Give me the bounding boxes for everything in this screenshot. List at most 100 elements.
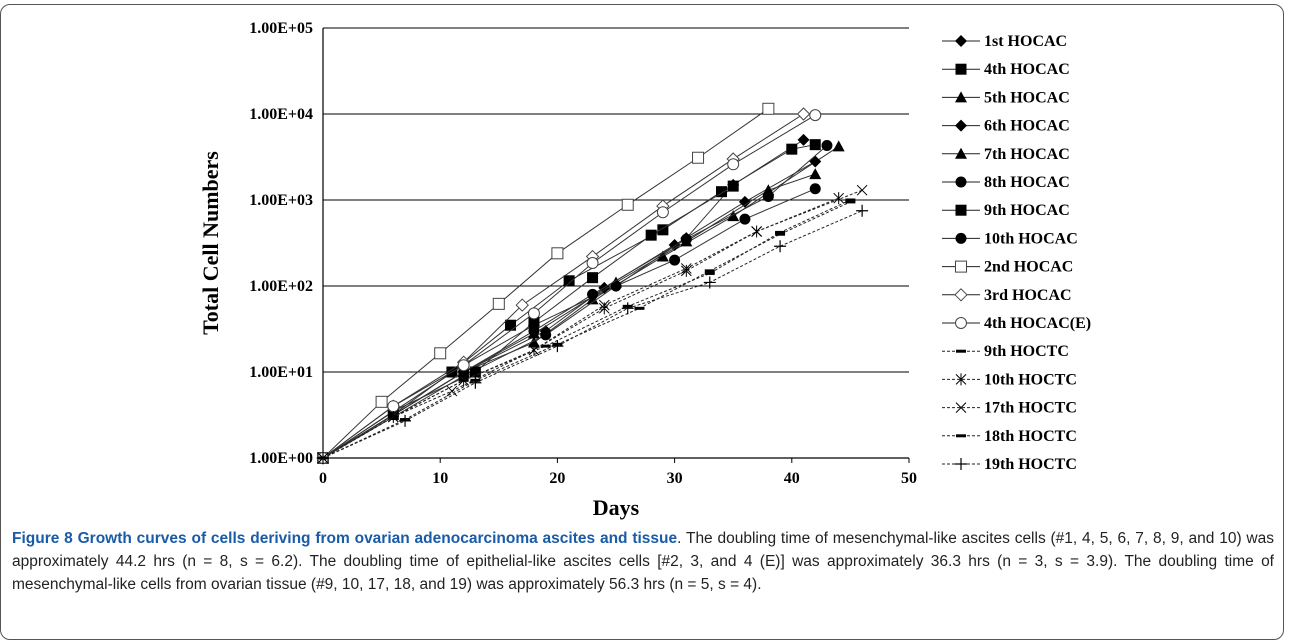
data-point <box>656 206 669 219</box>
x-tick-label: 0 <box>319 470 327 487</box>
data-point <box>751 226 762 237</box>
data-point <box>587 288 599 300</box>
data-point <box>528 325 540 337</box>
y-axis-title: Total Cell Numbers <box>198 151 223 335</box>
data-point <box>505 319 517 331</box>
legend-marker <box>954 288 968 302</box>
data-point <box>457 359 470 372</box>
series-14 <box>317 184 868 464</box>
series-7 <box>317 180 739 464</box>
legend-entry: 17th HOCTC <box>942 400 1077 417</box>
legend-marker <box>955 458 967 470</box>
data-point <box>528 316 540 328</box>
x-tick-label: 10 <box>432 470 448 487</box>
data-point <box>703 276 716 289</box>
data-point <box>375 395 388 408</box>
data-point <box>563 275 575 287</box>
x-axis-title: Days <box>593 495 640 520</box>
y-tick-label: 1.00E+01 <box>249 364 313 381</box>
legend-label: 10th HOCAC <box>984 230 1078 247</box>
data-point <box>399 414 412 427</box>
data-point <box>809 109 822 122</box>
series-line <box>322 199 851 459</box>
series-line <box>322 114 816 459</box>
legend-entry: 6th HOCAC <box>942 118 1070 135</box>
legend-label: 8th HOCAC <box>984 174 1070 191</box>
data-point <box>621 198 634 211</box>
legend-entry: 3rd HOCAC <box>942 287 1072 304</box>
data-point <box>317 452 329 464</box>
legend-label: 5th HOCAC <box>984 89 1070 106</box>
data-point <box>809 183 821 195</box>
data-point <box>527 307 540 320</box>
legend-entry: 9th HOCTC <box>942 343 1069 360</box>
data-point <box>598 302 610 315</box>
data-point <box>551 340 564 353</box>
data-point <box>492 297 505 310</box>
data-point <box>587 272 599 284</box>
series-line <box>322 108 769 459</box>
data-point <box>797 133 810 146</box>
series-11 <box>317 109 822 464</box>
data-point <box>610 280 622 292</box>
legend-marker <box>955 232 967 244</box>
data-point <box>833 192 845 205</box>
legend-label: 18th HOCTC <box>984 428 1077 445</box>
legend-label: 4th HOCAC <box>984 61 1070 78</box>
x-tick-label: 40 <box>784 470 800 487</box>
data-point <box>832 140 845 152</box>
legend-marker <box>955 204 967 216</box>
data-point <box>387 411 399 423</box>
series-line <box>322 189 863 459</box>
data-point <box>680 263 692 274</box>
legend-marker <box>955 35 967 47</box>
legend-label: 4th HOCAC(E) <box>984 315 1091 332</box>
data-point <box>469 366 481 378</box>
data-point <box>551 247 564 260</box>
caption-title: Figure 8 Growth curves of cells deriving… <box>12 530 678 547</box>
data-point <box>656 250 669 262</box>
data-point <box>657 224 669 236</box>
gridlines <box>323 27 909 373</box>
legend-label: 2nd HOCAC <box>984 259 1073 276</box>
data-point <box>621 302 634 315</box>
legend-entry: 19th HOCTC <box>942 456 1077 473</box>
data-point <box>809 168 822 180</box>
data-point <box>739 213 751 225</box>
legend-label: 7th HOCAC <box>984 146 1070 163</box>
figure-caption: Figure 8 Growth curves of cells deriving… <box>12 527 1274 596</box>
series-line <box>322 185 734 459</box>
series-group <box>316 102 869 465</box>
data-point <box>446 385 458 397</box>
legend-entry: 10th HOCTC <box>942 371 1077 388</box>
legend-marker <box>955 176 967 188</box>
legend-entry: 10th HOCAC <box>942 230 1078 247</box>
legend-entry: 4th HOCAC <box>942 61 1070 78</box>
data-point <box>586 257 599 270</box>
y-tick-label: 1.00E+03 <box>249 192 313 209</box>
data-point <box>809 139 821 151</box>
legend-label: 1st HOCAC <box>984 33 1067 50</box>
y-tick-label: 1.00E+04 <box>249 106 313 123</box>
data-point <box>540 329 552 341</box>
y-tick-label: 1.00E+00 <box>249 450 313 467</box>
legend-label: 9th HOCTC <box>984 343 1069 360</box>
y-tick-label: 1.00E+05 <box>249 20 313 37</box>
data-point <box>669 254 681 266</box>
legend-label: 10th HOCTC <box>984 371 1077 388</box>
x-tick-label: 30 <box>667 470 683 487</box>
data-point <box>527 336 540 348</box>
legend-label: 6th HOCAC <box>984 118 1070 135</box>
data-point <box>598 299 610 311</box>
x-tick-label: 20 <box>549 470 565 487</box>
legend-label: 19th HOCTC <box>984 456 1077 473</box>
legend-entry: 2nd HOCAC <box>942 259 1073 276</box>
data-point <box>762 190 774 202</box>
legend-entry: 9th HOCAC <box>942 202 1070 219</box>
figure-frame <box>0 4 1284 640</box>
data-point <box>856 204 869 217</box>
legend-label: 3rd HOCAC <box>984 287 1072 304</box>
legend-label: 9th HOCAC <box>984 202 1070 219</box>
legend-marker <box>955 147 967 159</box>
legend-marker <box>955 260 967 273</box>
